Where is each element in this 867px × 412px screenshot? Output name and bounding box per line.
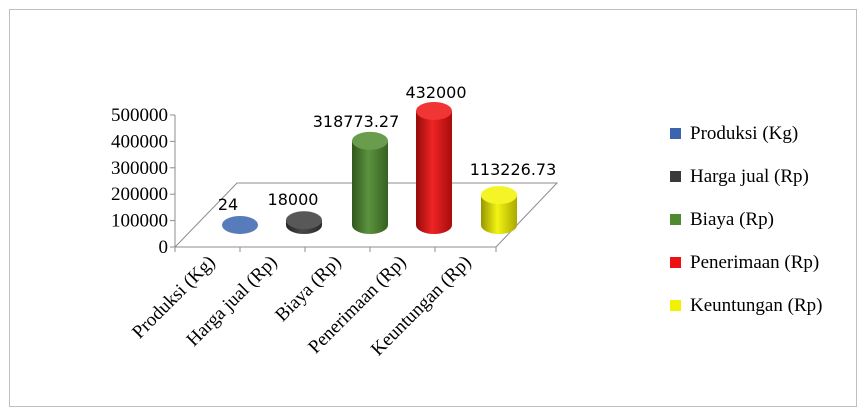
legend-label: Harga jual (Rp)	[690, 165, 809, 187]
legend-swatch	[670, 171, 681, 182]
y-tick-label: 300000	[111, 158, 168, 179]
data-label: 318773.27	[313, 112, 400, 131]
bars	[222, 101, 517, 234]
bar-top	[222, 215, 258, 234]
data-label: 18000	[268, 190, 319, 209]
y-tick-label: 200000	[111, 184, 168, 205]
bar-body	[481, 195, 517, 234]
legend-label: Biaya (Rp)	[690, 208, 774, 230]
x-axis: Produksi (Kg)Harga jual (Rp)Biaya (Rp)Pe…	[128, 246, 497, 360]
data-label: 113226.73	[470, 160, 557, 179]
legend-item: Keuntungan (Rp)	[670, 284, 860, 327]
legend-label: Keuntungan (Rp)	[690, 294, 823, 316]
data-label: 432000	[405, 83, 466, 102]
legend-item: Biaya (Rp)	[670, 198, 860, 241]
legend-swatch	[670, 214, 681, 225]
y-tick-label: 100000	[111, 211, 168, 232]
legend-item: Harga jual (Rp)	[670, 155, 860, 198]
bar-body	[352, 140, 388, 234]
bar-top	[481, 186, 517, 205]
y-tick-label: 0	[159, 237, 169, 258]
y-tick-label: 500000	[111, 105, 168, 126]
bar-3	[352, 131, 388, 234]
legend-item: Produksi (Kg)	[670, 112, 860, 155]
data-label: 24	[218, 195, 238, 214]
y-axis: 0 100000 200000 300000 400000 500000	[111, 105, 176, 258]
bar-top	[352, 131, 388, 150]
bar-top	[286, 211, 322, 230]
bar-1	[222, 215, 258, 234]
legend-item: Penerimaan (Rp)	[670, 241, 860, 284]
legend-swatch	[670, 300, 681, 311]
bar-4	[416, 101, 452, 234]
legend: Produksi (Kg) Harga jual (Rp) Biaya (Rp) Pe…	[670, 112, 860, 327]
bar-body	[416, 110, 452, 234]
y-tick-label: 400000	[111, 131, 168, 152]
legend-swatch	[670, 128, 681, 139]
legend-label: Produksi (Kg)	[690, 122, 799, 144]
bar-5	[481, 186, 517, 234]
bar-2	[286, 211, 322, 234]
data-labels: 24 18000 318773.27 432000 113226.73	[218, 83, 556, 214]
legend-swatch	[670, 257, 681, 268]
bar-top	[416, 101, 452, 120]
legend-label: Penerimaan (Rp)	[690, 251, 820, 273]
